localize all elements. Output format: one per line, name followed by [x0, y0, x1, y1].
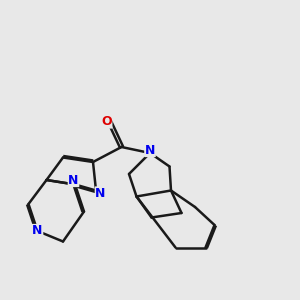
Text: O: O	[101, 115, 112, 128]
Text: N: N	[32, 224, 43, 238]
Text: N: N	[145, 143, 155, 157]
Text: N: N	[95, 187, 106, 200]
Text: N: N	[68, 173, 79, 187]
